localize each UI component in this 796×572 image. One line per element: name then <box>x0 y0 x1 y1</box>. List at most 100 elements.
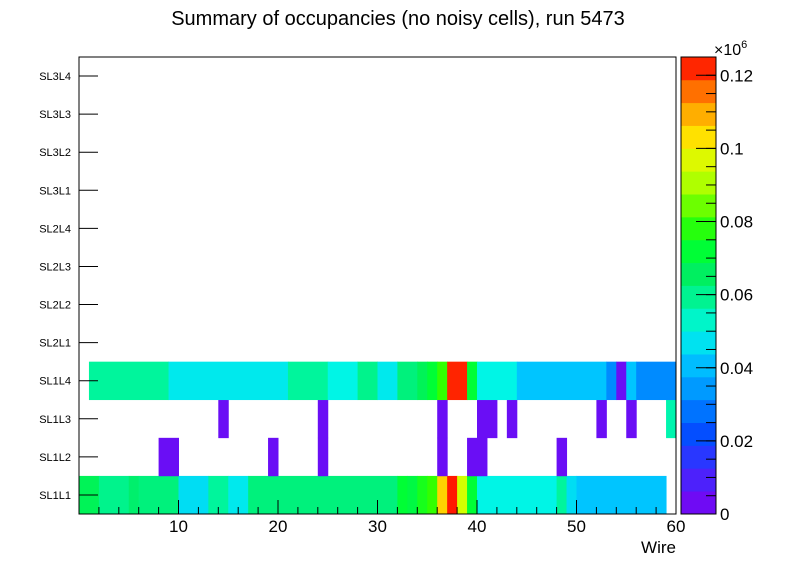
heatmap-cell-sl1l1-w50 <box>566 475 577 515</box>
heatmap-cell-sl1l1-w37 <box>437 475 448 515</box>
palette-exponent: ×106 <box>714 39 747 59</box>
y-tick-label: SL2L2 <box>39 300 71 312</box>
heatmap-cell-sl1l2-w20 <box>268 437 279 477</box>
y-tick-label: SL1L4 <box>39 376 71 388</box>
palette-band <box>681 491 716 515</box>
palette-band <box>681 445 716 469</box>
heatmap-cell-sl1l1-w40 <box>467 475 478 515</box>
heatmap-cell-sl1l4-w22 <box>287 361 329 401</box>
y-tick-label: SL1L3 <box>39 414 71 426</box>
y-tick-label: SL2L1 <box>39 338 71 350</box>
color-palette <box>681 57 716 515</box>
palette-band <box>681 331 716 355</box>
x-tick-label: 20 <box>269 517 288 536</box>
heatmap-cell-sl1l1-w36 <box>427 475 438 515</box>
palette-band <box>681 79 716 104</box>
heatmap-cell-sl1l1-w3 <box>98 475 130 515</box>
palette-band <box>681 285 716 309</box>
heatmap-cell-sl1l4-w41 <box>477 361 518 401</box>
palette-tick-label: 0.1 <box>720 139 744 158</box>
palette-tick-label: 0.08 <box>720 213 753 232</box>
heatmap-cell-sl1l4-w26 <box>327 361 359 401</box>
heatmap-cell-sl1l4-w33 <box>397 361 418 401</box>
heatmap-cell-sl1l1-w39 <box>457 475 468 515</box>
palette-tick-label: 0.06 <box>720 286 753 305</box>
palette-band <box>681 57 716 81</box>
heatmap-cell-sl1l4-w45 <box>516 361 607 401</box>
heatmap-cell-sl1l3-w60 <box>666 399 677 439</box>
heatmap-cell-sl1l3-w15 <box>218 399 229 439</box>
heatmap-cell-sl1l4-w37 <box>437 361 448 401</box>
y-tick-label: SL3L4 <box>39 71 71 83</box>
x-tick-label: 50 <box>567 517 586 536</box>
palette-band <box>681 308 716 332</box>
palette-band <box>681 102 716 126</box>
y-tick-label: SL3L1 <box>39 185 71 197</box>
heatmap-cell-sl1l1-w34 <box>407 475 418 515</box>
heatmap-cell-sl1l2-w9 <box>158 437 179 477</box>
y-tick-label: SL3L2 <box>39 147 71 159</box>
y-axis: SL1L1 SL1L2 SL1L3 SL1L4 SL2L1 SL2L2 SL2L3 SL2L4… <box>39 71 98 502</box>
palette-tick-label: 0.02 <box>720 432 753 451</box>
heatmap-cell-sl1l4-w36 <box>427 361 438 401</box>
palette-band <box>681 216 716 241</box>
heatmap-cell-sl1l4-w2 <box>88 361 170 401</box>
y-tick-label: SL3L3 <box>39 109 71 121</box>
x-tick-label: 60 <box>667 517 686 536</box>
palette-band <box>681 422 716 446</box>
x-axis: 10 20 30 40 50 60 <box>78 500 686 536</box>
heatmap-cell-sl1l2-w37 <box>437 437 448 477</box>
heatmap-cell-sl1l1-w38 <box>447 475 458 515</box>
chart-title: Summary of occupancies (no noisy cells),… <box>171 8 625 30</box>
heatmap-cell-sl1l1-w51 <box>576 475 667 515</box>
heatmap-cell-sl1l3-w56 <box>626 399 637 439</box>
heatmap-cell-sl1l3-w44 <box>506 399 518 439</box>
palette-band <box>681 376 716 401</box>
x-tick-label: 30 <box>368 517 387 536</box>
palette-band <box>681 125 716 149</box>
heatmap-cells <box>79 361 677 515</box>
heatmap-cell-sl1l1-w11 <box>178 475 209 515</box>
heatmap-cell-sl1l4-w38 <box>447 361 468 401</box>
palette-tick-label: 0 <box>720 505 729 524</box>
heatmap-cell-sl1l4-w40 <box>467 361 478 401</box>
heatmap-cell-sl1l2-w40 <box>467 437 488 477</box>
heatmap-cell-sl1l4-w57 <box>636 361 677 401</box>
palette-band <box>681 239 716 264</box>
y-tick-label: SL2L4 <box>39 223 71 235</box>
heatmap-cell-sl1l1-w16 <box>228 475 249 515</box>
heatmap-cell-sl1l3-w37 <box>437 399 448 439</box>
y-tick-label: SL1L1 <box>39 490 71 502</box>
heatmap-cell-sl1l4-w55 <box>616 361 627 401</box>
heatmap-cell-sl1l1-w6 <box>128 475 140 515</box>
y-tick-label: SL1L2 <box>39 452 71 464</box>
heatmap-cell-sl1l2-w49 <box>556 437 568 477</box>
palette-band <box>681 468 716 492</box>
palette-band <box>681 354 716 378</box>
heatmap-cell-sl1l4-w54 <box>606 361 617 401</box>
palette-tick-label: 0.04 <box>720 359 753 378</box>
heatmap-cell-sl1l4-w56 <box>626 361 637 401</box>
palette-band <box>681 399 716 423</box>
x-axis-label: Wire <box>641 538 676 557</box>
palette-band <box>681 194 716 218</box>
heatmap-cell-sl1l1-w35 <box>417 475 428 515</box>
heatmap-cell-sl1l1-w33 <box>397 475 408 515</box>
heatmap-cell-sl1l1-w14 <box>208 475 229 515</box>
heatmap-cell-sl1l1-w49 <box>556 475 568 515</box>
x-tick-label: 10 <box>169 517 188 536</box>
y-tick-label: SL2L3 <box>39 261 71 273</box>
heatmap-cell-sl1l4-w35 <box>417 361 428 401</box>
palette-band <box>681 171 716 195</box>
heatmap-cell-sl1l3-w41 <box>477 399 498 439</box>
heatmap-cell-sl1l4-w29 <box>357 361 378 401</box>
heatmap-cell-sl1l4-w10 <box>168 361 289 401</box>
heatmap-cell-sl1l1-w18 <box>248 475 398 515</box>
heatmap-cell-sl1l4-w31 <box>377 361 398 401</box>
palette-tick-label: 0.12 <box>720 66 753 85</box>
heatmap-cell-sl1l3-w53 <box>596 399 607 439</box>
x-tick-label: 40 <box>468 517 487 536</box>
heatmap-cell-sl1l3-w25 <box>317 399 329 439</box>
palette-band <box>681 262 716 286</box>
